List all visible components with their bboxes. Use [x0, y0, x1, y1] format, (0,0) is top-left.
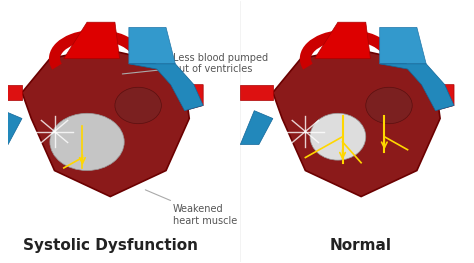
Polygon shape	[273, 48, 440, 196]
Polygon shape	[64, 22, 119, 59]
Text: Weakened
heart muscle: Weakened heart muscle	[146, 190, 237, 226]
Ellipse shape	[310, 113, 366, 160]
Polygon shape	[22, 48, 189, 196]
Polygon shape	[380, 64, 454, 111]
Polygon shape	[0, 111, 22, 144]
Text: Normal: Normal	[330, 239, 392, 254]
Polygon shape	[421, 85, 454, 111]
Ellipse shape	[366, 87, 412, 124]
Polygon shape	[0, 85, 22, 100]
Polygon shape	[240, 111, 273, 144]
Polygon shape	[315, 22, 370, 59]
Ellipse shape	[115, 87, 161, 124]
Polygon shape	[171, 85, 203, 111]
Polygon shape	[129, 64, 203, 111]
Text: Systolic Dysfunction: Systolic Dysfunction	[23, 239, 198, 254]
Ellipse shape	[50, 113, 124, 170]
Polygon shape	[380, 27, 426, 64]
Polygon shape	[240, 85, 273, 100]
Text: Less blood pumped
out of ventricles: Less blood pumped out of ventricles	[122, 53, 268, 74]
Polygon shape	[129, 27, 175, 64]
